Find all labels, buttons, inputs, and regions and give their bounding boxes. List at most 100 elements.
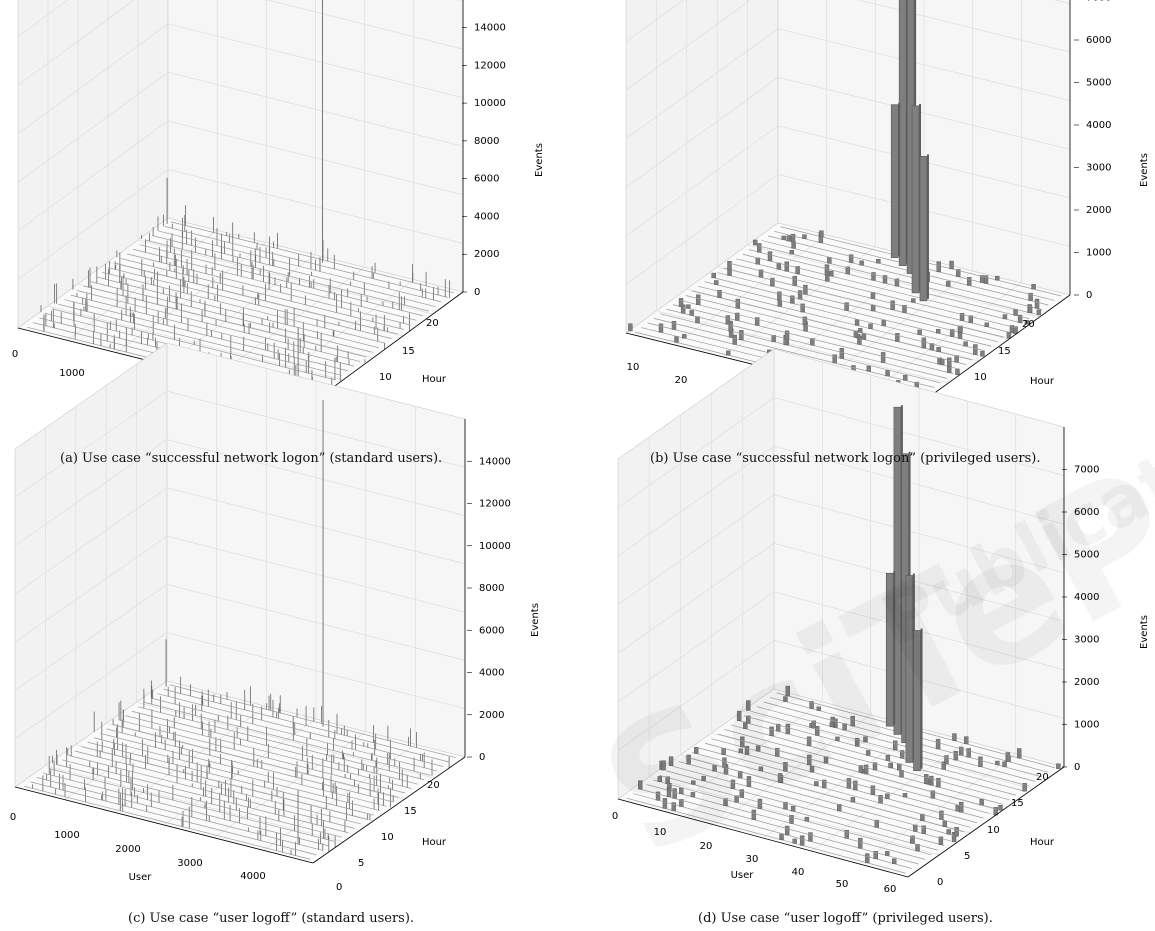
event-bar <box>1014 309 1018 315</box>
event-bar <box>895 333 899 341</box>
z-tick-label: 6000 <box>479 625 504 636</box>
event-bar <box>757 243 761 252</box>
event-bar <box>955 369 959 375</box>
event-bar <box>944 756 948 764</box>
caption-c: (c) Use case “user logoff” (standard use… <box>128 911 414 926</box>
event-bar <box>778 301 782 307</box>
z-tick-label: 3000 <box>1086 163 1111 174</box>
event-bar <box>770 278 774 286</box>
event-bar <box>783 697 787 702</box>
event-bar <box>805 817 809 821</box>
y-tick-label: 10 <box>379 372 392 383</box>
peak-bar-side <box>893 571 895 724</box>
z-tick-label: 6000 <box>1086 35 1111 46</box>
event-bar <box>947 358 951 367</box>
y-axis-label: Hour <box>422 374 447 385</box>
event-bar <box>863 737 867 742</box>
event-bar <box>939 811 943 820</box>
event-bar <box>714 280 718 284</box>
event-bar <box>967 748 971 757</box>
event-bar <box>768 252 772 261</box>
y-tick-label: 10 <box>381 832 394 843</box>
event-bar <box>675 336 679 342</box>
event-bar <box>885 851 889 855</box>
event-bar <box>801 304 805 312</box>
event-bar <box>903 375 907 380</box>
event-bar <box>980 351 984 356</box>
event-bar <box>827 257 831 263</box>
event-bar <box>964 737 968 744</box>
event-bar <box>694 747 698 753</box>
z-tick-label: 14000 <box>474 23 506 34</box>
event-bar <box>731 780 735 789</box>
event-bar <box>777 292 781 300</box>
event-bar <box>691 781 695 785</box>
event-bar <box>780 834 784 840</box>
event-bar <box>829 271 833 276</box>
event-bar <box>876 259 880 263</box>
z-tick-label: 2000 <box>1074 677 1099 688</box>
chart-panel-a: 0100020003000400005101520020004000600080… <box>12 0 545 431</box>
event-bar <box>853 781 857 790</box>
event-bar <box>785 262 789 272</box>
x-tick-label: 0 <box>12 349 18 360</box>
y-tick-label: 20 <box>426 318 439 329</box>
event-bar <box>871 786 875 795</box>
event-bar <box>679 788 683 794</box>
x-tick-label: 2000 <box>115 844 140 855</box>
event-bar <box>669 757 673 766</box>
event-bar <box>913 825 917 831</box>
event-bar <box>679 298 683 306</box>
peak-bar-side <box>921 629 923 769</box>
event-bar <box>793 839 797 843</box>
event-bar <box>690 310 694 315</box>
event-bar <box>903 793 907 797</box>
event-bar <box>885 794 889 799</box>
event-bar <box>808 833 812 842</box>
event-bar <box>950 261 954 269</box>
event-bar <box>786 724 790 734</box>
event-bar <box>663 798 667 808</box>
peak-bar <box>914 631 921 771</box>
event-bar <box>985 323 989 327</box>
z-tick-label: 2000 <box>474 249 499 260</box>
event-bar <box>691 792 695 797</box>
y-tick-label: 20 <box>427 780 440 791</box>
event-bar <box>995 761 999 765</box>
event-bar <box>787 236 791 241</box>
event-bar <box>851 716 855 726</box>
event-bar <box>686 305 690 309</box>
event-bar <box>1007 332 1011 338</box>
x-axis-label: User <box>129 872 153 883</box>
event-bar <box>886 755 890 760</box>
y-tick-label: 5 <box>964 851 970 862</box>
event-bar <box>858 328 862 332</box>
event-bar <box>840 348 844 358</box>
event-bar <box>658 776 662 781</box>
event-bar <box>922 338 926 348</box>
event-bar <box>911 299 915 303</box>
y-tick-label: 10 <box>974 372 987 383</box>
event-bar <box>937 347 941 351</box>
y-tick-label: 10 <box>987 825 1000 836</box>
z-tick-label: 0 <box>479 752 485 763</box>
z-tick-label: 4000 <box>1086 120 1111 131</box>
event-bar <box>739 330 743 340</box>
event-bar <box>995 276 999 280</box>
event-bar <box>980 799 984 805</box>
z-tick-label: 0 <box>1086 290 1092 301</box>
z-tick-label: 10000 <box>479 541 511 552</box>
event-bar <box>759 767 763 771</box>
x-tick-label: 1000 <box>54 830 79 841</box>
z-tick-label: 12000 <box>474 60 506 71</box>
event-bar <box>817 707 821 711</box>
event-bar <box>978 757 982 767</box>
z-tick-label: 6000 <box>1074 507 1099 518</box>
z-axis-label: Events <box>530 603 541 637</box>
y-tick-label: 5 <box>358 858 364 869</box>
z-tick-label: 8000 <box>479 583 504 594</box>
x-tick-label: 20 <box>675 375 688 386</box>
event-bar <box>865 854 869 863</box>
event-bar <box>785 826 789 835</box>
z-tick-label: 5000 <box>1086 78 1111 89</box>
